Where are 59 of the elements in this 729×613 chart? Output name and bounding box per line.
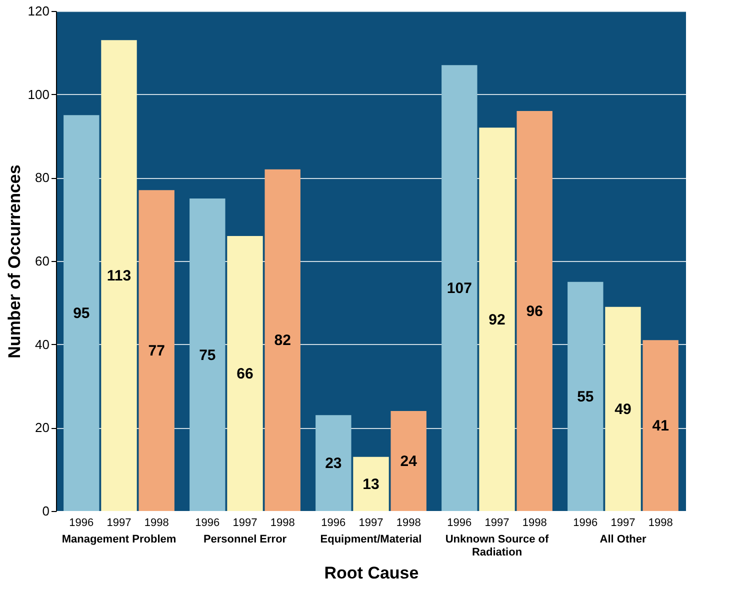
data-label: 77 <box>148 342 165 360</box>
bar <box>442 65 478 511</box>
bar <box>101 40 137 511</box>
bar <box>568 282 604 511</box>
y-tick-label: 40 <box>35 336 50 352</box>
data-label: 24 <box>400 453 418 470</box>
data-label: 82 <box>274 332 291 350</box>
series-label: 1996 <box>69 517 94 529</box>
bar <box>138 190 174 511</box>
y-tick-label: 120 <box>28 4 50 18</box>
data-label: 96 <box>526 303 543 320</box>
data-label: 66 <box>236 366 254 382</box>
text: 1996 <box>321 517 346 529</box>
bar <box>316 415 352 511</box>
y-tick-label: 100 <box>28 86 50 102</box>
text: 1998 <box>396 517 421 529</box>
text: 1996 <box>195 517 220 529</box>
text: 1998 <box>270 517 295 529</box>
text: 1997 <box>610 517 636 529</box>
y-tick-label: 20 <box>35 420 50 436</box>
y-axis-title: Number of Occurrences <box>4 164 24 358</box>
series-label: 1998 <box>144 517 169 529</box>
text: 1997 <box>484 517 510 529</box>
text: 1996 <box>447 517 472 529</box>
text: 1996 <box>573 517 598 529</box>
bar <box>479 128 515 511</box>
y-tick-label: 0 <box>42 504 50 518</box>
bar <box>264 169 300 511</box>
x-tick-label: Equipment/Material <box>320 534 422 546</box>
data-label: 92 <box>488 311 506 328</box>
data-label: 49 <box>614 400 632 418</box>
bar <box>642 340 678 511</box>
bar <box>353 456 389 511</box>
text: 1998 <box>522 517 547 529</box>
bar <box>390 411 426 511</box>
x-tick-label: Management Problem <box>62 534 176 546</box>
y-tick-label: 80 <box>35 170 50 186</box>
text: 1997 <box>358 517 384 529</box>
data-label: 23 <box>325 455 342 472</box>
bar <box>64 115 100 511</box>
series-label: 1997 <box>106 517 132 529</box>
data-label: 13 <box>362 476 380 493</box>
x-tick-label: Unknown Source of Radiation <box>445 534 549 558</box>
bar <box>516 111 552 511</box>
y-tick-label: 60 <box>35 254 50 268</box>
data-label: 95 <box>73 305 90 322</box>
x-tick-label: All Other <box>600 534 647 546</box>
data-label: 113 <box>106 268 132 285</box>
bar <box>190 198 226 511</box>
text: 1998 <box>648 517 673 529</box>
data-label: 107 <box>446 280 472 298</box>
x-axis-title: Root Cause <box>324 564 419 582</box>
x-tick-label: Personnel Error <box>203 534 288 546</box>
data-label: 55 <box>577 388 594 406</box>
bar <box>605 306 641 511</box>
data-label: 75 <box>199 346 216 364</box>
data-label: 41 <box>652 418 669 435</box>
text: 1997 <box>232 517 258 529</box>
bar <box>227 236 263 511</box>
